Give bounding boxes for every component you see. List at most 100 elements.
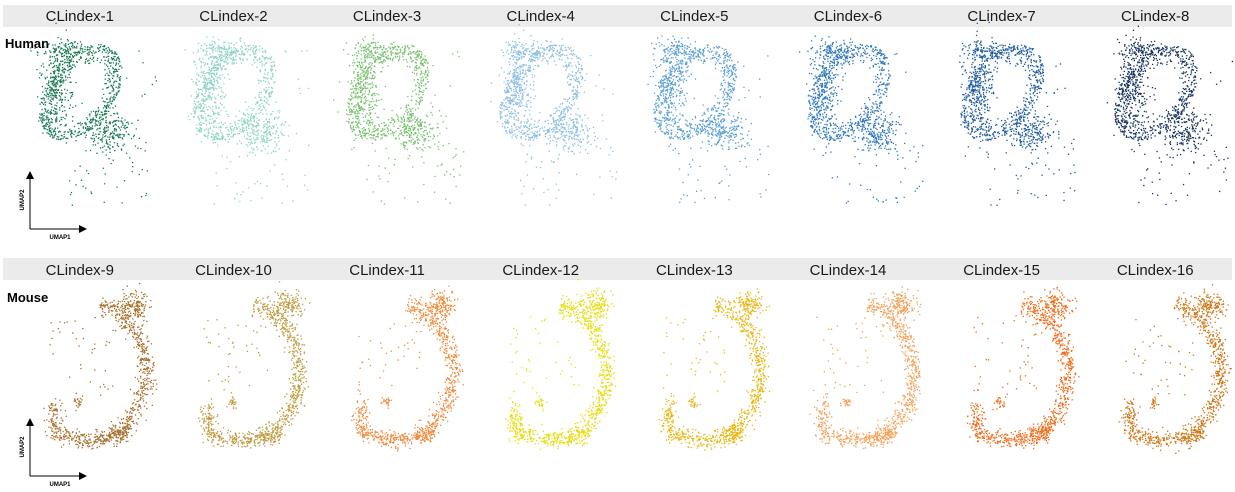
- scatter-point: [199, 127, 201, 129]
- scatter-point: [500, 115, 502, 118]
- scatter-point: [236, 193, 238, 195]
- panel-title: CLindex-11: [349, 262, 425, 279]
- scatter-point: [463, 151, 465, 153]
- scatter-point: [418, 86, 420, 89]
- scatter-point: [217, 112, 219, 115]
- scatter-point: [224, 48, 226, 50]
- scatter-point: [389, 122, 391, 124]
- scatter-point: [87, 172, 90, 175]
- scatter-point: [529, 70, 531, 72]
- scatter-point: [437, 127, 439, 129]
- scatter-point: [76, 51, 78, 54]
- scatter-point: [505, 102, 507, 104]
- scatter-point: [198, 131, 201, 133]
- scatter-point: [395, 130, 397, 132]
- scatter-point: [572, 90, 574, 92]
- scatter-point: [107, 80, 109, 82]
- scatter-point: [570, 53, 572, 55]
- scatter-point: [562, 138, 565, 140]
- scatter-point: [267, 122, 269, 124]
- scatter-point: [102, 107, 105, 109]
- scatter-point: [519, 127, 521, 129]
- scatter-point: [50, 101, 52, 103]
- scatter-point: [372, 134, 375, 136]
- scatter-point: [570, 127, 572, 130]
- scatter-point: [353, 105, 356, 107]
- scatter-point: [418, 82, 420, 85]
- scatter-point: [567, 109, 569, 112]
- scatter-point: [225, 52, 228, 55]
- scatter-point: [358, 88, 360, 90]
- scatter-point: [420, 101, 422, 103]
- scatter-point: [105, 116, 107, 118]
- scatter-point: [515, 126, 517, 128]
- scatter-point: [351, 82, 353, 84]
- scatter-point: [532, 84, 535, 86]
- scatter-point: [53, 48, 55, 50]
- scatter-point: [245, 48, 247, 50]
- scatter-point: [356, 118, 358, 120]
- scatter-point: [519, 105, 521, 107]
- scatter-point: [82, 132, 84, 134]
- scatter-point: [706, 57, 708, 60]
- scatter-point: [349, 114, 351, 116]
- scatter-point: [270, 69, 273, 71]
- scatter-point: [569, 132, 571, 134]
- scatter-point: [572, 77, 575, 80]
- scatter-point: [511, 113, 513, 115]
- scatter-point: [582, 138, 584, 140]
- scatter-point: [206, 54, 208, 56]
- scatter-point: [107, 86, 110, 88]
- scatter-point: [513, 123, 516, 125]
- scatter-point: [261, 47, 263, 50]
- scatter-point: [257, 132, 259, 134]
- scatter-point: [665, 133, 667, 135]
- scatter-point: [425, 71, 427, 74]
- scatter-point: [260, 109, 262, 112]
- scatter-point: [122, 124, 124, 126]
- scatter-point: [209, 96, 211, 98]
- scatter-point: [57, 127, 59, 129]
- scatter-point: [522, 55, 525, 58]
- scatter-point: [371, 62, 373, 64]
- scatter-point: [524, 88, 526, 91]
- scatter-point: [55, 108, 57, 110]
- scatter-point: [539, 55, 541, 57]
- scatter-point: [205, 36, 208, 38]
- scatter-point: [393, 41, 395, 44]
- scatter-point: [213, 138, 215, 141]
- scatter-point: [358, 127, 360, 129]
- scatter-point: [50, 88, 52, 90]
- scatter-point: [73, 64, 75, 66]
- scatter-point: [113, 71, 116, 73]
- scatter-point: [502, 102, 504, 104]
- scatter-point: [252, 109, 254, 111]
- scatter-point: [269, 92, 271, 95]
- scatter-point: [43, 127, 45, 129]
- scatter-point: [505, 108, 507, 110]
- scatter-point: [54, 95, 56, 97]
- scatter-point: [197, 130, 199, 132]
- scatter-point: [382, 48, 384, 51]
- scatter-point: [57, 89, 60, 91]
- scatter-point: [581, 125, 583, 127]
- scatter-point: [454, 155, 456, 158]
- scatter-point: [402, 143, 404, 145]
- scatter-point: [507, 82, 509, 84]
- scatter-point: [610, 197, 612, 199]
- scatter-point: [518, 78, 520, 80]
- scatter-point: [553, 136, 555, 138]
- scatter-point: [98, 137, 100, 139]
- scatter-point: [508, 99, 510, 101]
- scatter-point: [408, 140, 410, 142]
- scatter-point: [123, 134, 125, 136]
- scatter-point: [368, 109, 370, 112]
- scatter-point: [572, 126, 574, 128]
- scatter-point: [65, 142, 68, 144]
- scatter-point: [213, 45, 215, 47]
- scatter-point: [204, 104, 206, 106]
- scatter-point: [278, 140, 280, 142]
- scatter-point: [250, 142, 252, 144]
- scatter-point: [117, 135, 119, 137]
- scatter-point: [46, 69, 48, 71]
